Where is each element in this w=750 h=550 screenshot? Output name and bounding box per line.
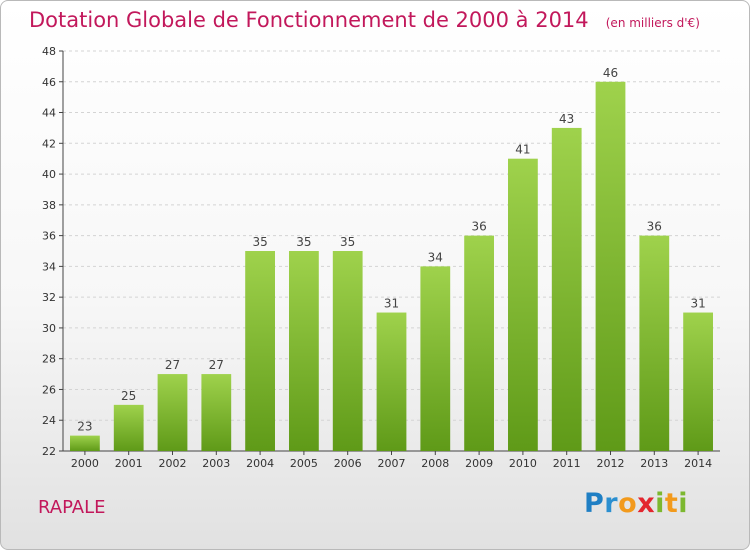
data-label: 23 xyxy=(77,420,92,434)
x-tick-label: 2012 xyxy=(597,457,625,470)
bar xyxy=(683,312,713,451)
data-label: 27 xyxy=(165,358,180,372)
data-label: 46 xyxy=(603,66,618,80)
x-tick-labels: 2000 2001 2002 2003 2004 2005 2006 2007 2008 2009… xyxy=(71,457,712,470)
bar xyxy=(376,312,407,451)
y-tick-label: 46 xyxy=(42,76,56,89)
x-tick-label: 2010 xyxy=(509,457,537,470)
x-tick-label: 2011 xyxy=(553,457,581,470)
data-label: 25 xyxy=(121,389,136,403)
data-label: 27 xyxy=(209,358,224,372)
data-label: 35 xyxy=(340,235,355,249)
bar xyxy=(508,158,538,451)
bar xyxy=(113,404,144,451)
data-label: 31 xyxy=(384,297,399,311)
y-tick-label: 28 xyxy=(42,353,56,366)
data-label: 31 xyxy=(690,297,705,311)
bar xyxy=(201,374,232,451)
y-tick-label: 48 xyxy=(42,45,56,58)
data-label: 36 xyxy=(471,220,486,234)
x-tick-label: 2007 xyxy=(378,457,406,470)
y-tick-label: 24 xyxy=(42,414,56,427)
bar xyxy=(245,251,275,451)
data-labels: 23 25 27 27 35 35 35 31 34 36 41 43 46 36 31 xyxy=(77,66,705,434)
bar xyxy=(639,235,670,451)
x-tick-label: 2014 xyxy=(684,457,712,470)
data-label: 43 xyxy=(559,112,574,126)
data-label: 36 xyxy=(647,220,662,234)
bar xyxy=(70,435,100,451)
x-tick-label: 2000 xyxy=(71,457,99,470)
y-tick-label: 36 xyxy=(42,230,56,243)
y-tick-label: 30 xyxy=(42,322,56,335)
x-tick-label: 2003 xyxy=(202,457,230,470)
y-tick-label: 40 xyxy=(42,168,56,181)
y-tick-label: 42 xyxy=(42,137,56,150)
bar xyxy=(464,235,494,451)
y-tick-label: 34 xyxy=(42,260,56,273)
data-label: 35 xyxy=(296,235,311,249)
x-tick-label: 2006 xyxy=(334,457,362,470)
bar xyxy=(420,266,451,451)
bar xyxy=(551,127,582,451)
data-label: 41 xyxy=(515,143,530,157)
y-tick-label: 44 xyxy=(42,107,56,120)
data-label: 34 xyxy=(428,250,443,264)
y-tick-labels: 22 24 26 28 30 32 34 36 38 40 42 44 46 48 xyxy=(42,45,56,458)
x-tick-label: 2005 xyxy=(290,457,318,470)
y-tick-label: 26 xyxy=(42,383,56,396)
chart-subtitle: (en milliers d'€) xyxy=(605,16,700,30)
y-tick-label: 38 xyxy=(42,199,56,212)
bar xyxy=(289,251,319,451)
data-label: 35 xyxy=(252,235,267,249)
x-tick-label: 2002 xyxy=(159,457,187,470)
y-tick-label: 32 xyxy=(42,291,56,304)
x-tick-label: 2001 xyxy=(115,457,143,470)
bar xyxy=(157,374,188,451)
bar xyxy=(595,81,626,452)
proxiti-logo: Proxiti xyxy=(584,488,689,519)
x-tick-label: 2013 xyxy=(640,457,668,470)
y-tick-label: 22 xyxy=(42,445,56,458)
chart-title-text: Dotation Globale de Fonctionnement de 20… xyxy=(29,8,589,32)
commune-name: RAPALE xyxy=(38,497,106,518)
chart-title: Dotation Globale de Fonctionnement de 20… xyxy=(29,8,700,32)
bar xyxy=(332,251,363,451)
x-tick-label: 2004 xyxy=(246,457,274,470)
x-tick-label: 2009 xyxy=(465,457,493,470)
x-tick-label: 2008 xyxy=(421,457,449,470)
bars xyxy=(70,81,713,452)
